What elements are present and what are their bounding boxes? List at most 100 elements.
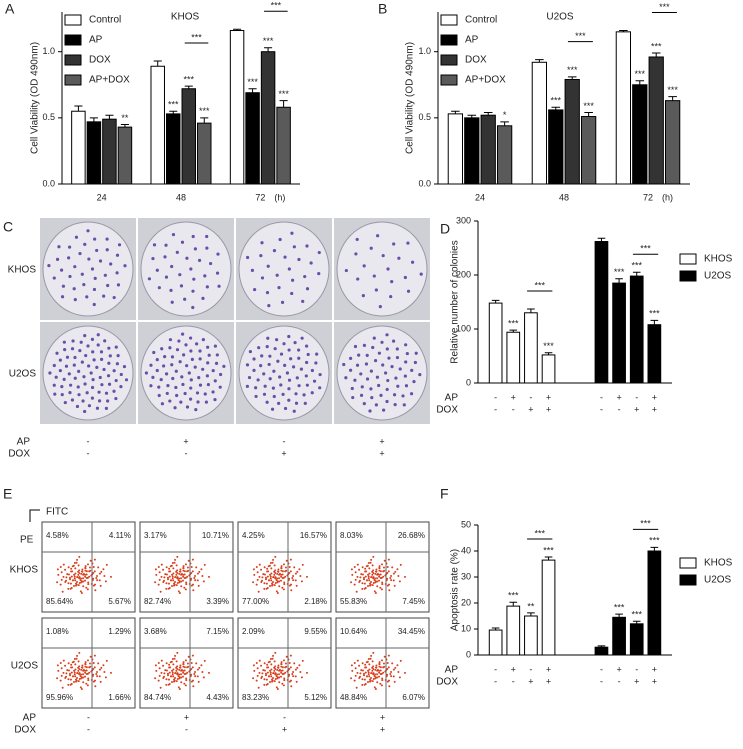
event bbox=[73, 562, 76, 565]
condition-sign: + bbox=[616, 392, 621, 402]
event bbox=[258, 563, 261, 566]
event bbox=[368, 675, 371, 678]
colony bbox=[318, 386, 322, 390]
error-bar bbox=[651, 52, 661, 57]
y-tick-label: 0.5 bbox=[418, 112, 431, 122]
event bbox=[292, 670, 295, 673]
colony bbox=[299, 367, 304, 371]
colony bbox=[375, 375, 380, 379]
event bbox=[186, 570, 189, 573]
event bbox=[361, 587, 364, 590]
colony bbox=[48, 371, 52, 375]
event bbox=[84, 663, 87, 666]
colony bbox=[314, 361, 318, 365]
event bbox=[182, 675, 185, 678]
condition-sign: + bbox=[184, 712, 189, 722]
event bbox=[370, 581, 372, 583]
error-bar bbox=[89, 117, 98, 122]
colony bbox=[179, 400, 183, 404]
event bbox=[82, 577, 85, 580]
colony bbox=[73, 265, 77, 269]
colony bbox=[287, 267, 291, 271]
colony bbox=[78, 252, 82, 256]
event bbox=[159, 686, 162, 689]
flow-plot bbox=[41, 617, 136, 709]
bar bbox=[229, 30, 245, 185]
event bbox=[172, 668, 175, 671]
colony bbox=[315, 352, 319, 356]
colony bbox=[265, 345, 269, 349]
bar bbox=[664, 100, 681, 185]
quadrant-ur: 9.55% bbox=[304, 627, 327, 636]
event bbox=[390, 670, 393, 673]
colony bbox=[105, 248, 109, 252]
colony bbox=[70, 398, 75, 402]
event bbox=[292, 574, 295, 577]
event bbox=[196, 572, 199, 575]
event bbox=[292, 675, 295, 678]
colony bbox=[204, 400, 208, 404]
condition-sign: + bbox=[379, 448, 384, 458]
legend-swatch bbox=[440, 74, 458, 86]
colony bbox=[391, 339, 396, 343]
event bbox=[361, 683, 364, 686]
colony bbox=[377, 351, 381, 355]
event bbox=[282, 659, 285, 662]
event bbox=[266, 671, 269, 674]
legend-swatch bbox=[440, 54, 458, 66]
event bbox=[65, 576, 68, 579]
error-bar bbox=[527, 308, 535, 313]
colony bbox=[85, 295, 89, 299]
event bbox=[305, 575, 308, 578]
event bbox=[73, 681, 76, 684]
error-bar bbox=[527, 612, 535, 616]
event bbox=[371, 666, 374, 669]
x-tick-label: 72 bbox=[255, 192, 265, 202]
event bbox=[281, 669, 284, 672]
event bbox=[403, 671, 406, 674]
colony bbox=[80, 360, 84, 364]
colony bbox=[185, 256, 189, 260]
error-bar bbox=[233, 28, 242, 31]
colony bbox=[98, 375, 102, 380]
event bbox=[67, 678, 70, 681]
colony bbox=[245, 384, 249, 388]
error-bar bbox=[279, 100, 288, 108]
event bbox=[167, 587, 170, 590]
event bbox=[88, 566, 91, 569]
condition-sign: + bbox=[281, 448, 286, 458]
event bbox=[155, 669, 158, 672]
quadrant-lr: 7.45% bbox=[402, 597, 425, 606]
colony bbox=[280, 300, 285, 304]
event bbox=[60, 578, 63, 581]
event bbox=[77, 680, 80, 683]
colony bbox=[256, 378, 260, 382]
legend-swatch bbox=[679, 253, 697, 265]
error-bar bbox=[105, 114, 114, 120]
colony bbox=[189, 349, 193, 353]
significance: *** bbox=[649, 309, 660, 319]
error-bar bbox=[264, 47, 273, 52]
bar bbox=[86, 121, 102, 185]
condition-sign: + bbox=[282, 724, 287, 734]
legend-swatch bbox=[64, 74, 82, 86]
quadrant-ur: 1.29% bbox=[108, 627, 131, 636]
event bbox=[391, 566, 394, 569]
colony bbox=[268, 377, 272, 381]
bar bbox=[71, 110, 86, 185]
colony bbox=[185, 405, 190, 409]
colony bbox=[404, 384, 409, 388]
event bbox=[187, 559, 190, 562]
event bbox=[382, 566, 385, 569]
event bbox=[263, 582, 266, 585]
event bbox=[93, 666, 96, 669]
event bbox=[183, 673, 186, 676]
significance: *** bbox=[543, 545, 554, 555]
event bbox=[280, 565, 283, 568]
event bbox=[105, 659, 108, 662]
event bbox=[178, 577, 181, 580]
event bbox=[253, 669, 256, 672]
colony bbox=[98, 259, 103, 263]
condition-sign: + bbox=[183, 436, 188, 446]
event bbox=[174, 576, 177, 579]
